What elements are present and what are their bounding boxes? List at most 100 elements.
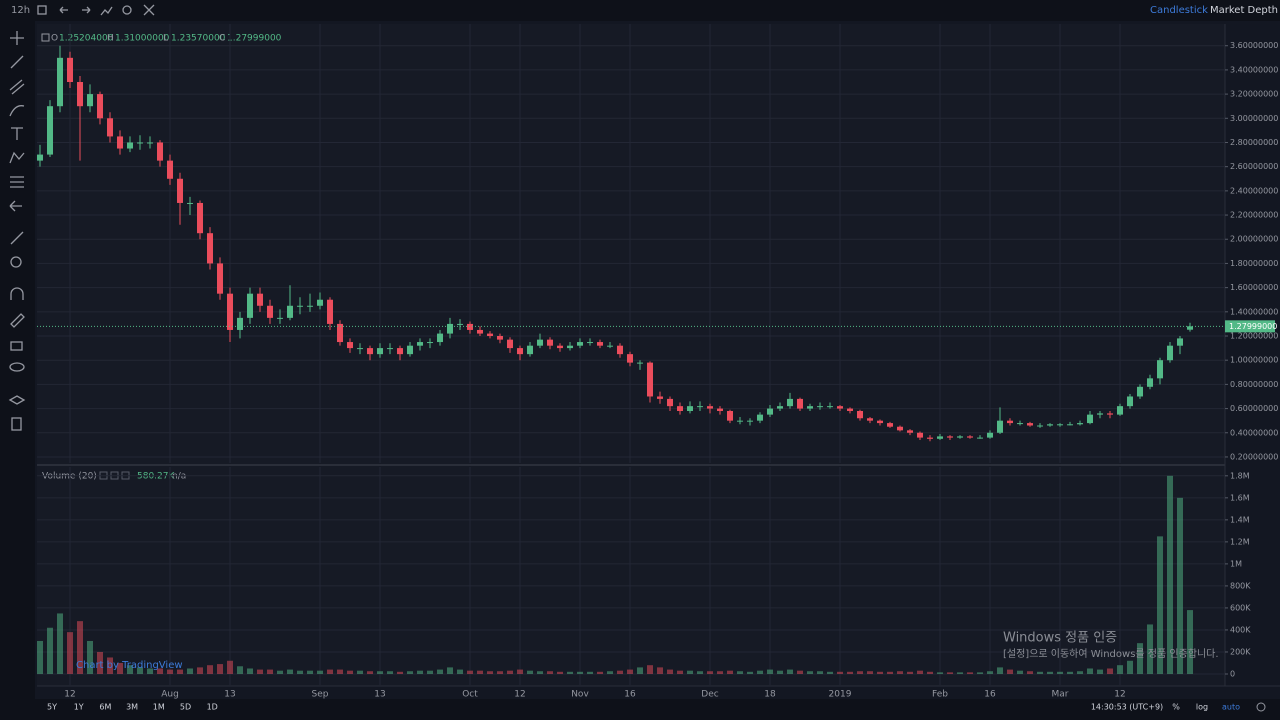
stay-drawing-tool[interactable] (10, 313, 25, 328)
top-toolbar (0, 0, 1280, 21)
y-tick-label: 2.80000000 (1230, 138, 1278, 147)
volume-bar (127, 665, 133, 674)
candle-body (667, 398, 673, 407)
range-button[interactable]: 5Y (47, 703, 57, 712)
y-tick-label: 0 (1230, 669, 1235, 678)
volume-bar (557, 671, 563, 674)
interval-button[interactable]: 12h (11, 5, 30, 16)
undo-icon[interactable] (59, 6, 68, 14)
range-button[interactable]: 1D (207, 703, 218, 712)
volume-bar (217, 664, 223, 674)
candle-body (1177, 338, 1183, 346)
volume-bar (427, 670, 433, 674)
volume-bar (367, 671, 373, 674)
back-tool[interactable] (9, 200, 22, 212)
candle-body (857, 410, 863, 419)
range-button[interactable]: 3M (126, 703, 138, 712)
scale-option[interactable]: % (1172, 703, 1180, 712)
fullscreen-icon[interactable] (143, 4, 155, 16)
candle-body (1107, 413, 1113, 415)
volume-bar (57, 613, 63, 674)
candle-body (767, 408, 773, 415)
volume-bar (857, 671, 863, 674)
range-button[interactable]: 1Y (74, 703, 84, 712)
volume-bar (117, 662, 123, 674)
legend-value: 1.23570000 (171, 34, 226, 44)
top-icons (37, 4, 155, 16)
volume-bar (877, 671, 883, 674)
legend-key: L (163, 34, 168, 44)
chart-settings[interactable] (1256, 702, 1266, 712)
candle-body (787, 398, 793, 407)
candle-body (327, 299, 333, 324)
scale-option[interactable]: auto (1222, 703, 1240, 712)
y-tick-label: 1.00000000 (1230, 356, 1278, 365)
candle-body (687, 406, 693, 411)
collapse-button[interactable] (41, 33, 50, 42)
y-tick-label: 1.40000000 (1230, 307, 1278, 316)
pitchfork-tool[interactable] (9, 79, 25, 95)
candle-body (567, 345, 573, 349)
fib-tool[interactable] (10, 176, 24, 188)
hide-tool[interactable] (9, 362, 25, 372)
zoom-tool[interactable] (10, 256, 22, 268)
y-tick-label: 3.60000000 (1230, 41, 1278, 50)
range-button[interactable]: 6M (99, 703, 111, 712)
volume-bar (1037, 671, 1043, 674)
volume-bar (1097, 669, 1103, 674)
candle-body (937, 436, 943, 439)
candle-icon[interactable] (37, 5, 47, 15)
candle-body (87, 94, 93, 107)
last-price-box (1225, 320, 1275, 333)
candle-body (847, 408, 853, 411)
volume-bar (617, 670, 623, 674)
indicator-icon[interactable] (100, 6, 113, 16)
text-tool[interactable] (11, 127, 23, 140)
candle-body (997, 420, 1003, 433)
candle-body (827, 406, 833, 408)
settings-icon[interactable] (122, 5, 132, 15)
volume-bar (917, 670, 923, 674)
candle-body (297, 305, 303, 307)
tab-market-depth[interactable]: Market Depth (1210, 5, 1278, 16)
brush-tool[interactable] (9, 105, 25, 117)
trendline-tool[interactable] (10, 55, 24, 69)
volume-bar (577, 671, 583, 674)
y-tick-label: 1.20000000 (1230, 332, 1278, 341)
lock-tool[interactable] (10, 341, 23, 351)
branding[interactable]: Chart by TradingView (76, 660, 183, 671)
volume-bar (417, 670, 423, 674)
candle-body (227, 293, 233, 330)
x-tick-label: 16 (624, 690, 636, 700)
candle-body (607, 345, 613, 347)
volume-bar (727, 670, 733, 674)
volume-bar (467, 670, 473, 674)
candle-body (457, 323, 463, 325)
trash-tool[interactable] (11, 417, 22, 431)
redo-icon[interactable] (82, 6, 91, 14)
volume-bar (807, 671, 813, 674)
candle-body (577, 342, 583, 346)
range-button[interactable]: 1M (153, 703, 165, 712)
range-button[interactable]: 5D (180, 703, 191, 712)
volume-bar (237, 666, 243, 674)
volume-bar (867, 671, 873, 674)
tab-candlestick[interactable]: Candlestick (1150, 5, 1208, 16)
candle-body (647, 362, 653, 397)
y-tick-label: 1.8M (1230, 471, 1250, 480)
layers-tool[interactable] (8, 395, 26, 405)
pattern-tool[interactable] (9, 151, 25, 164)
volume-last: 580.27K (137, 472, 175, 482)
magnet-tool[interactable] (10, 287, 24, 300)
scale-option[interactable]: log (1196, 703, 1208, 712)
legend-value: 1.31000000 (115, 34, 170, 44)
candle-body (1187, 326, 1193, 330)
candle-body (277, 317, 283, 319)
candle-body (1007, 420, 1013, 424)
volume-bar (1087, 668, 1093, 674)
candle-body (957, 436, 963, 438)
ruler-tool[interactable] (10, 231, 24, 245)
crosshair-tool[interactable] (10, 31, 24, 45)
candle-body (167, 160, 173, 179)
candle-body (417, 342, 423, 346)
